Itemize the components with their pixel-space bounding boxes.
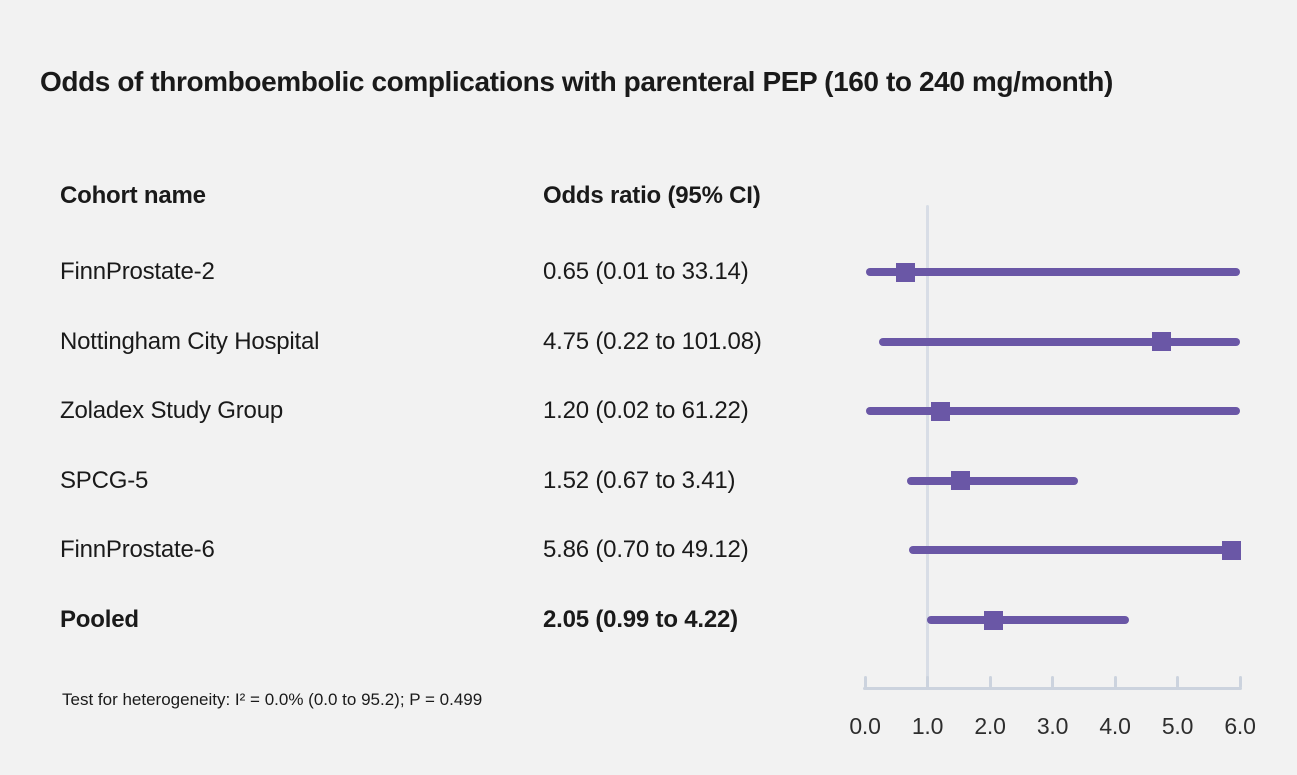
x-axis-tick-label: 0.0 [849, 713, 881, 739]
x-axis-tick-label: 4.0 [1099, 713, 1131, 739]
x-axis-tick [863, 676, 867, 688]
x-axis-tick [988, 676, 992, 688]
chart-title: Odds of thromboembolic complications wit… [40, 66, 1113, 97]
cohort-label: FinnProstate-6 [60, 536, 215, 564]
odds-ratio-marker [983, 610, 1003, 630]
odds-ratio-value: 0.65 (0.01 to 33.14) [543, 258, 749, 285]
odds-ratio-marker [930, 401, 950, 421]
x-axis-tick [926, 676, 929, 688]
cohort-label: FinnProstate-2 [60, 258, 215, 285]
x-axis-baseline [863, 687, 1242, 690]
odds-ratio-value: 1.20 (0.02 to 61.22) [543, 397, 749, 425]
odds-ratio-marker [950, 471, 970, 491]
heterogeneity-footnote: Test for heterogeneity: I² = 0.0% (0.0 t… [62, 690, 483, 709]
odds-ratio-value: 1.52 (0.67 to 3.41) [543, 466, 736, 494]
cohort-label: Zoladex Study Group [60, 397, 283, 425]
odds-ratio-value: 5.86 (0.70 to 49.12) [543, 536, 749, 564]
cohort-label: SPCG-5 [60, 466, 149, 494]
x-axis-tick [1176, 676, 1179, 688]
odds-ratio-marker [1152, 332, 1172, 352]
cohort-label: Nottingham City Hospital [60, 327, 320, 355]
x-axis-tick [1113, 676, 1117, 688]
x-axis-tick [1051, 676, 1054, 688]
x-axis-tick-label: 3.0 [1036, 713, 1069, 739]
x-axis-tick-label: 5.0 [1161, 713, 1194, 739]
odds-ratio-value: 4.75 (0.22 to 101.08) [543, 327, 762, 355]
odds-ratio-marker [1221, 540, 1241, 560]
confidence-interval-line [866, 407, 1240, 416]
confidence-interval-line [906, 476, 1079, 485]
cohort-name-column-header: Cohort name [60, 182, 206, 209]
odds-ratio-marker [896, 262, 916, 282]
x-axis-tick-label: 2.0 [974, 713, 1006, 739]
x-axis-tick-label: 6.0 [1224, 713, 1256, 739]
confidence-interval-line [878, 337, 1240, 346]
confidence-interval-line [926, 616, 1129, 624]
cohort-label: Pooled [60, 606, 139, 633]
confidence-interval-line [908, 546, 1240, 555]
x-axis-tick [1238, 676, 1242, 688]
odds-ratio-column-header: Odds ratio (95% CI) [543, 182, 761, 209]
odds-ratio-value: 2.05 (0.99 to 4.22) [543, 606, 738, 633]
confidence-interval-line [865, 268, 1240, 276]
reference-line-or-1 [926, 205, 929, 690]
x-axis-tick-label: 1.0 [911, 713, 944, 739]
